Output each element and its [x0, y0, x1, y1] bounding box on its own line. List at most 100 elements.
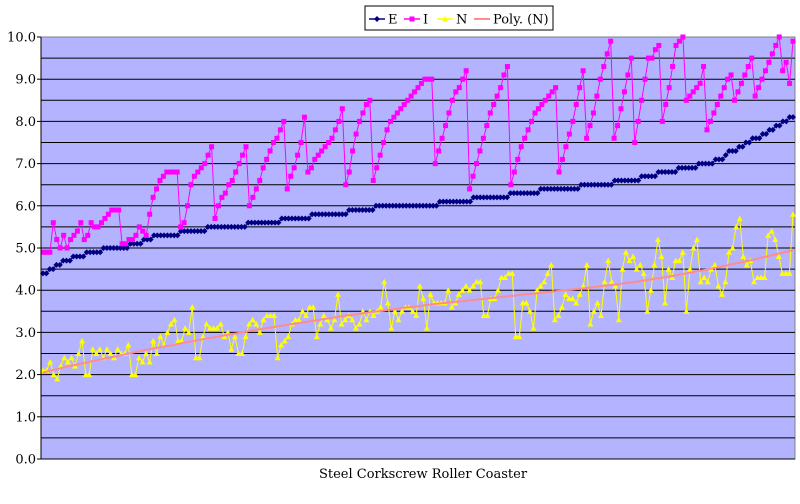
- data-point-e: [628, 177, 635, 184]
- data-point-i: [532, 110, 538, 116]
- data-point-i: [559, 156, 565, 162]
- data-point-n: [93, 350, 100, 356]
- data-point-i: [436, 148, 442, 154]
- data-point-n: [484, 312, 491, 319]
- data-point-n: [427, 291, 434, 297]
- data-point-i: [346, 169, 352, 175]
- data-point-n: [182, 325, 189, 331]
- data-point-i: [61, 232, 67, 238]
- data-point-e: [359, 207, 366, 214]
- data-point-i: [673, 42, 679, 48]
- data-point-e: [204, 223, 211, 230]
- data-point-i: [360, 110, 366, 116]
- data-point-e: [769, 126, 776, 133]
- data-point-i: [40, 249, 46, 255]
- data-point-i: [332, 127, 338, 133]
- data-point-i: [160, 173, 166, 179]
- data-point-i: [184, 203, 190, 209]
- data-point-e: [150, 232, 157, 239]
- data-point-n: [246, 320, 253, 327]
- data-point-e: [658, 169, 665, 176]
- data-point-e: [332, 211, 339, 218]
- data-point-n: [654, 236, 661, 243]
- y-tick-label: 1.0: [15, 410, 36, 425]
- data-point-e: [403, 202, 410, 209]
- data-point-e: [171, 232, 178, 239]
- data-point-e: [601, 181, 608, 188]
- data-point-n: [509, 270, 516, 276]
- data-point-e: [198, 228, 205, 235]
- data-point-i: [680, 34, 686, 40]
- data-point-e: [107, 245, 114, 251]
- data-point-n: [502, 274, 509, 281]
- data-point-n: [47, 358, 54, 365]
- data-point-e: [346, 207, 353, 214]
- data-point-i: [432, 161, 438, 167]
- data-point-i: [277, 127, 283, 133]
- data-point-e: [362, 207, 369, 214]
- data-point-n: [768, 228, 775, 234]
- data-point-i: [191, 173, 197, 179]
- data-point-n: [466, 287, 473, 293]
- data-point-i: [167, 169, 173, 175]
- data-point-i: [780, 68, 786, 74]
- data-point-i: [446, 110, 452, 116]
- data-point-n: [260, 316, 267, 323]
- data-point-n: [562, 291, 569, 297]
- data-point-n: [310, 304, 317, 310]
- data-point-i: [415, 85, 421, 91]
- data-point-n: [775, 253, 782, 259]
- data-point-n: [303, 312, 310, 319]
- data-point-e: [746, 139, 753, 146]
- data-point-n: [786, 270, 793, 276]
- data-point-i: [150, 194, 156, 200]
- data-point-i: [443, 123, 449, 129]
- data-point-n: [377, 304, 384, 310]
- data-point-i: [776, 34, 782, 40]
- data-point-i: [329, 135, 335, 141]
- data-point-i: [625, 72, 631, 78]
- data-point-n: [203, 320, 210, 327]
- data-point-i: [47, 249, 53, 255]
- data-point-n: [68, 354, 75, 361]
- data-point-e: [315, 211, 322, 218]
- data-point-i: [64, 245, 70, 251]
- data-point-i: [539, 102, 545, 108]
- data-point-n: [103, 346, 110, 352]
- data-point-i: [209, 144, 215, 150]
- data-point-n: [750, 278, 757, 285]
- data-point-e: [349, 207, 356, 214]
- data-point-i: [116, 207, 122, 213]
- data-point-e: [214, 223, 221, 230]
- data-point-n: [150, 337, 157, 344]
- data-point-n: [320, 312, 327, 319]
- data-point-n: [281, 337, 288, 344]
- data-point-i: [412, 89, 418, 95]
- data-point-n: [459, 287, 466, 293]
- data-point-e: [389, 202, 396, 209]
- data-point-i: [154, 186, 160, 192]
- data-point-e: [436, 198, 443, 205]
- data-point-i: [394, 110, 400, 116]
- data-point-n: [619, 266, 626, 272]
- data-point-e: [712, 156, 719, 163]
- data-point-e: [379, 202, 386, 209]
- data-point-n: [231, 333, 238, 340]
- data-point-n: [590, 308, 597, 314]
- data-point-i: [102, 215, 108, 221]
- data-point-i: [752, 93, 758, 99]
- data-point-e: [726, 147, 733, 154]
- data-point-n: [349, 316, 356, 323]
- data-point-i: [511, 169, 517, 175]
- data-point-e: [251, 219, 258, 226]
- legend-box: [364, 5, 554, 31]
- data-point-i: [584, 135, 590, 141]
- data-point-i: [143, 232, 149, 238]
- data-point-e: [248, 219, 255, 226]
- data-point-i: [635, 118, 641, 124]
- data-point-e: [231, 223, 238, 230]
- data-point-e: [722, 152, 729, 159]
- data-point-i: [391, 114, 397, 120]
- data-point-e: [719, 156, 726, 163]
